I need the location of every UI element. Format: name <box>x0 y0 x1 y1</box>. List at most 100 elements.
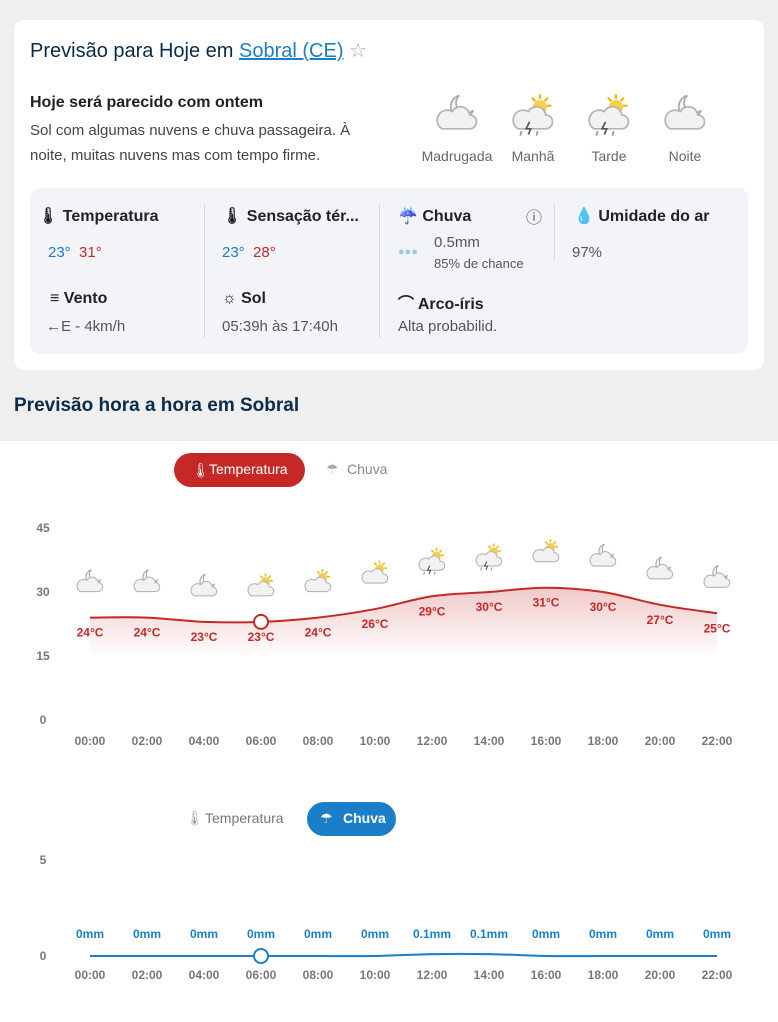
section-title: Previsão hora a hora em Sobral <box>14 395 300 416</box>
drops-icon: ●●● <box>398 246 418 258</box>
period-label: Noite <box>668 148 702 164</box>
detail-value: 97% <box>572 244 603 261</box>
y-tick-label: 15 <box>36 649 50 663</box>
tab-icon: 🌡 <box>192 462 210 478</box>
detail-value: Alta probabilid. <box>398 318 498 335</box>
detail-title: 🌡 Sensação tér... <box>222 208 359 225</box>
detail-label: Sensação tér... <box>246 208 359 225</box>
data-label: 0mm <box>76 927 104 941</box>
x-tick-label: 16:00 <box>531 734 562 748</box>
period-label: Madrugada <box>421 148 493 164</box>
weather-icon <box>533 539 559 562</box>
line <box>89 586 718 624</box>
max: 28° <box>253 244 276 261</box>
x-tick-label: 16:00 <box>531 968 562 982</box>
divider <box>554 204 555 260</box>
favorite-star[interactable]: ☆ <box>349 40 367 62</box>
data-label: 0mm <box>247 927 275 941</box>
x-tick-label: 04:00 <box>189 968 220 982</box>
weather-icon <box>305 569 331 592</box>
detail-title: 🌡 Temperatura <box>38 208 159 225</box>
tab-label[interactable]: Chuva <box>343 810 386 826</box>
period-icon <box>434 92 480 138</box>
x-tick-label: 06:00 <box>246 968 277 982</box>
data-label: 30°C <box>590 600 617 614</box>
tab-label[interactable]: Temperatura <box>209 461 288 477</box>
detail-title: ☼ Sol <box>222 290 266 307</box>
hover-point <box>253 948 269 964</box>
divider <box>204 204 205 338</box>
tab-icon: 🌡 <box>186 810 204 826</box>
x-tick-label: 22:00 <box>702 734 733 748</box>
detail-label: Temperatura <box>62 208 159 225</box>
detail-label: Vento <box>63 290 108 307</box>
y-tick-label: 30 <box>36 585 50 599</box>
x-tick-label: 18:00 <box>588 968 619 982</box>
data-label: 25°C <box>704 621 731 635</box>
rain-chance: 85% de chance <box>434 256 524 271</box>
data-label: 23°C <box>191 630 218 644</box>
x-tick-label: 22:00 <box>702 968 733 982</box>
x-tick-label: 20:00 <box>645 734 676 748</box>
period-label: Manhã <box>511 148 555 164</box>
detail-value: 23° 31° <box>48 244 102 261</box>
x-tick-label: 12:00 <box>417 968 448 982</box>
data-label: 30°C <box>476 600 503 614</box>
data-label: 0mm <box>133 927 161 941</box>
weather-icon <box>476 544 502 571</box>
tab-label[interactable]: Temperatura <box>205 810 284 826</box>
rain-amount: 0.5mm <box>434 234 480 251</box>
tab-active[interactable] <box>307 802 396 836</box>
weather-icon <box>77 570 103 592</box>
detail-title: 💧 Umidade do ar <box>574 208 710 225</box>
tab-active[interactable] <box>174 453 305 487</box>
x-tick-label: 02:00 <box>132 968 163 982</box>
min: 23° <box>48 244 71 261</box>
title-text: Previsão para Hoje em <box>30 40 234 62</box>
data-label: 24°C <box>305 626 332 640</box>
y-tick-label: 45 <box>36 521 50 535</box>
charts: 🌡 Temperatura ☂ Chuva 🌡 Temperatura ☂ Ch… <box>36 453 733 982</box>
detail-value: 23° 28° <box>222 244 276 261</box>
headline: Hoje será parecido com ontem <box>30 94 263 111</box>
data-label: 23°C <box>248 630 275 644</box>
weather-icon <box>419 548 445 575</box>
max: 31° <box>79 244 102 261</box>
x-tick-label: 06:00 <box>246 734 277 748</box>
data-label: 0mm <box>532 927 560 941</box>
line <box>90 952 717 958</box>
y-tick-label: 0 <box>40 949 47 963</box>
weather-icon <box>362 561 388 584</box>
detail-title: ≡ Vento <box>50 290 108 307</box>
detail-title: ☔ Chuva <box>398 208 472 225</box>
detail-value: 05:39h às 17:40h <box>222 318 338 335</box>
location-link[interactable]: Sobral (CE) <box>239 40 344 62</box>
weather-icon <box>704 566 730 588</box>
x-tick-label: 08:00 <box>303 734 334 748</box>
details-panel: 🌡 Temperatura 23° 31° 🌡 Sensação tér... … <box>30 188 748 354</box>
info-icon[interactable]: ⓘ <box>526 210 543 227</box>
period-icon <box>662 92 708 138</box>
weather-icon <box>134 570 160 592</box>
data-label: 29°C <box>419 604 446 618</box>
x-tick-label: 02:00 <box>132 734 163 748</box>
data-label: 24°C <box>77 626 104 640</box>
tab-label[interactable]: Chuva <box>347 461 388 477</box>
x-tick-label: 10:00 <box>360 968 391 982</box>
min: 23° <box>222 244 245 261</box>
detail-label: Chuva <box>422 208 472 225</box>
x-tick-label: 14:00 <box>474 968 505 982</box>
hover-point <box>253 613 269 630</box>
data-label: 0mm <box>646 927 674 941</box>
weather-icon <box>590 544 616 566</box>
tab-icon: ☂ <box>326 461 339 477</box>
detail-label: Sol <box>241 290 266 307</box>
period-icon <box>586 92 632 138</box>
data-label: 0mm <box>589 927 617 941</box>
x-tick-label: 12:00 <box>417 734 448 748</box>
x-tick-label: 14:00 <box>474 734 505 748</box>
tab-icon: ☂ <box>320 810 333 826</box>
divider <box>379 204 380 338</box>
